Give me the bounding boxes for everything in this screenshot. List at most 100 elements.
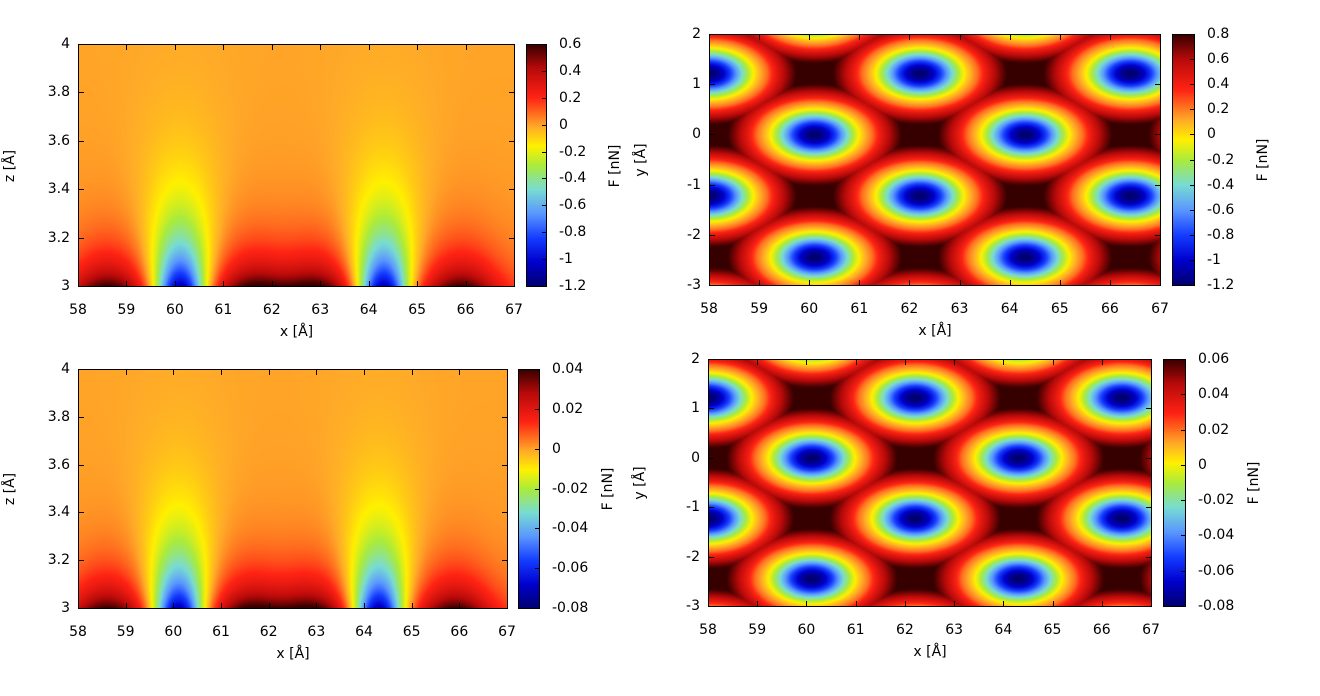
x-tick-mark-top [514,44,515,50]
colorbar-tick-label: -0.8 [1207,226,1235,243]
colorbar-tick-mark [535,528,540,530]
y-tick-label: 4 [61,361,70,377]
x-tick-label: 65 [408,302,427,318]
y-tick-label: 4 [61,36,70,52]
x-tick-mark-top [1052,359,1054,365]
x-tick-mark [757,601,759,607]
x-tick-label: 63 [307,624,326,640]
y-tick-mark-right [509,286,515,287]
y-tick-label: 0 [691,449,700,466]
colorbar-tick-label: -0.2 [559,143,587,160]
x-tick-mark-top [459,369,461,375]
y-tick-mark-right [502,464,508,466]
x-tick-mark-top [1109,34,1111,40]
x-tick-mark-top [1009,34,1011,40]
colorbar-tick-mark [535,369,540,370]
colorbar-tick-mark [542,70,547,72]
colorbar-tick-label: 0.06 [1198,351,1230,367]
x-tick-mark [859,280,861,286]
y-tick-label: 3.8 [47,408,70,425]
x-tick-mark-top [368,44,370,50]
colorbar-tick-mark [1190,159,1195,161]
x-tick-mark [904,601,906,607]
x-tick-label: 59 [748,622,767,638]
x-tick-label: 64 [359,302,378,318]
heatmap-image [709,34,1161,286]
colorbar-tick-label: 0.4 [559,62,582,79]
colorbar-tick-mark [1181,500,1186,502]
x-tick-mark-top [78,369,79,375]
y-tick-label: -3 [687,277,701,293]
x-tick-mark-top [78,44,79,50]
y-tick-mark-right [1155,34,1161,35]
colorbar-tick-mark [535,408,540,410]
colorbar-tick-mark [1181,429,1186,431]
x-tick-mark-top [364,369,365,375]
y-axis-label: y [Å] [633,143,649,177]
colorbar-tick-label: 0 [1198,456,1207,473]
colorbar-tick-label: 0.8 [1207,26,1230,42]
colorbar-tick-label: -0.08 [552,600,589,616]
y-tick-label: 1 [692,76,701,93]
x-tick-label: 61 [846,622,865,638]
colorbar-tick-label: -0.02 [552,480,589,497]
x-axis-label: x [Å] [279,324,314,340]
y-tick-mark-right [1146,606,1152,607]
x-tick-mark-top [174,44,176,50]
x-tick-label: 67 [498,624,516,640]
colorbar-tick-mark [1190,209,1195,211]
y-tick-mark [78,464,84,466]
colorbar-tick-label: 0.02 [1198,421,1230,438]
colorbar-tick-mark [1190,84,1195,86]
x-tick-label: 58 [69,624,87,640]
x-tick-mark [459,603,461,609]
x-tick-label: 67 [505,302,523,318]
colorbar-label: F [nN] [1255,138,1271,182]
colorbar [1163,359,1186,607]
y-tick-mark-right [502,560,508,562]
y-tick-mark [78,286,84,287]
y-tick-mark-right [502,416,508,418]
colorbar-tick-label: 0.6 [559,36,582,52]
x-tick-mark [316,603,318,609]
colorbar-tick-label: 0.2 [1207,101,1230,118]
x-tick-mark-top [806,359,808,365]
x-tick-mark [1160,280,1161,286]
x-tick-mark [411,603,413,609]
x-tick-mark-top [855,359,857,365]
y-tick-mark-right [1155,234,1161,236]
x-tick-label: 66 [456,302,475,318]
y-tick-mark [78,140,84,142]
x-tick-mark-top [709,34,710,40]
x-tick-label: 59 [750,301,769,317]
x-tick-mark-top [271,44,273,50]
colorbar-label: F [nN] [607,144,623,187]
colorbar-tick-mark [1181,606,1186,607]
y-tick-mark [708,359,714,360]
x-tick-label: 59 [117,302,136,318]
x-tick-mark-top [125,369,127,375]
x-tick-mark-top [173,369,175,375]
colorbar-tick-label: -0.2 [1207,151,1235,168]
colorbar-tick-label: 0 [552,440,561,457]
y-tick-mark-right [509,140,515,142]
x-tick-label: 66 [1100,301,1119,317]
x-tick-mark [954,601,956,607]
y-tick-label: -3 [686,598,700,614]
y-tick-mark-right [509,92,515,94]
colorbar-tick-label: 0.4 [1207,76,1230,93]
colorbar-tick-label: -1.2 [559,278,587,294]
x-tick-label: 60 [164,624,183,640]
colorbar-tick-mark [535,448,540,450]
x-tick-label: 66 [1092,622,1111,638]
colorbar-tick-label: -0.06 [1198,562,1235,579]
y-tick-label: 3.6 [47,456,70,473]
y-tick-mark-right [1146,408,1152,410]
x-tick-label: 65 [402,624,421,640]
y-tick-mark-right [509,44,515,45]
colorbar-tick-mark [1190,184,1195,186]
y-tick-mark [708,606,714,607]
colorbar-tick-mark [535,488,540,490]
colorbar-tick-mark [1190,285,1195,286]
y-tick-label: 0 [692,126,701,143]
